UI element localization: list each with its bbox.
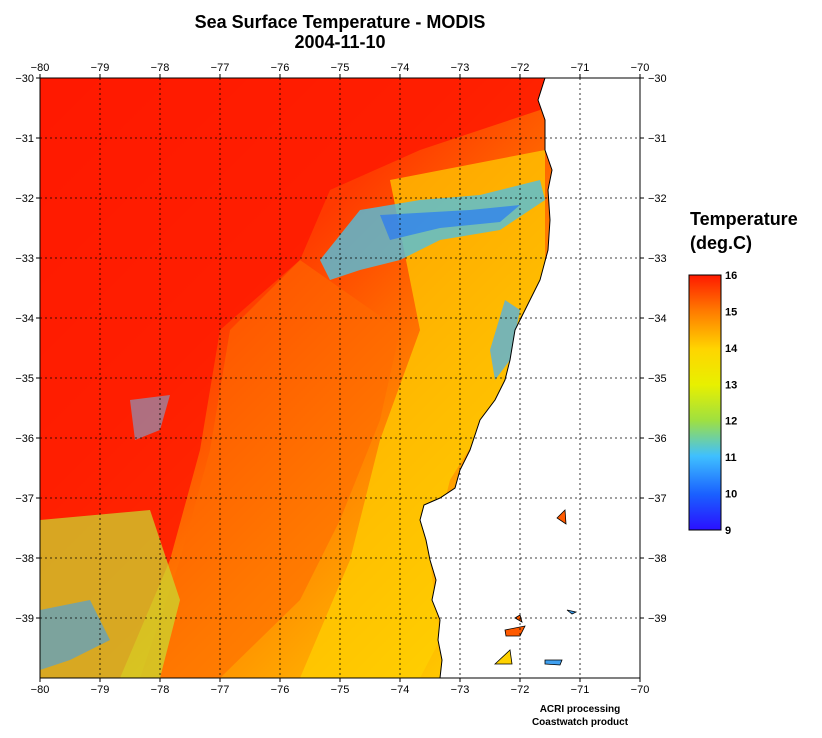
lat-tick-label-right: −30 [648, 73, 667, 85]
lon-tick-label-top: −74 [391, 62, 410, 74]
lon-tick-label-top: −77 [211, 62, 230, 74]
map-date: 2004-11-10 [294, 32, 386, 52]
lat-tick-label-left: −31 [15, 133, 34, 145]
lat-tick-label-right: −34 [648, 313, 667, 325]
credit-processing: ACRI processing [539, 704, 621, 715]
lon-tick-label-bottom: −77 [211, 684, 230, 696]
lat-tick-label-right: −35 [648, 373, 667, 385]
colorbar-label: 16 [725, 270, 737, 282]
legend-title: Temperature [690, 209, 798, 229]
lon-tick-label-top: −75 [331, 62, 350, 74]
lat-tick-label-right: −31 [648, 133, 667, 145]
lon-tick-label-bottom: −75 [331, 684, 350, 696]
lon-tick-label-top: −71 [571, 62, 590, 74]
lat-tick-label-left: −33 [15, 253, 34, 265]
lat-tick-label-left: −32 [15, 193, 34, 205]
lat-tick-label-left: −34 [15, 313, 34, 325]
lon-tick-label-bottom: −73 [451, 684, 470, 696]
colorbar [688, 274, 722, 531]
lat-tick-label-right: −37 [648, 493, 667, 505]
lat-tick-label-left: −35 [15, 373, 34, 385]
colorbar-label: 11 [725, 452, 737, 464]
lon-tick-label-top: −70 [631, 62, 650, 74]
lon-tick-label-top: −72 [511, 62, 530, 74]
colorbar-label: 13 [725, 379, 737, 391]
lat-tick-label-right: −33 [648, 253, 667, 265]
credit-product: Coastwatch product [531, 717, 629, 728]
lat-tick-label-right: −36 [648, 433, 667, 445]
colorbar-label: 15 [725, 306, 737, 318]
lon-tick-label-bottom: −71 [571, 684, 590, 696]
colorbar-label: 14 [725, 343, 738, 355]
lat-tick-label-right: −38 [648, 553, 667, 565]
map-title: Sea Surface Temperature - MODIS [194, 12, 486, 32]
lat-tick-label-left: −39 [15, 613, 34, 625]
legend-unit: (deg.C) [690, 233, 752, 253]
lat-tick-label-left: −37 [15, 493, 34, 505]
lon-tick-label-bottom: −79 [91, 684, 110, 696]
lon-tick-label-top: −80 [31, 62, 50, 74]
colorbar-label: 12 [725, 416, 737, 428]
colorbar-label: 9 [725, 525, 731, 537]
lon-tick-label-top: −78 [151, 62, 170, 74]
lon-tick-label-top: −73 [451, 62, 470, 74]
lon-tick-label-bottom: −70 [631, 684, 650, 696]
lat-lon-grid [40, 78, 640, 678]
lon-tick-label-bottom: −74 [391, 684, 410, 696]
lon-tick-label-bottom: −72 [511, 684, 530, 696]
lat-tick-label-right: −32 [648, 193, 667, 205]
lat-tick-label-right: −39 [648, 613, 667, 625]
lon-tick-label-bottom: −76 [271, 684, 290, 696]
lon-tick-label-bottom: −78 [151, 684, 170, 696]
lat-tick-label-left: −36 [15, 433, 34, 445]
lat-tick-label-left: −38 [15, 553, 34, 565]
colorbar-label: 10 [725, 489, 737, 501]
lat-tick-label-left: −30 [15, 73, 34, 85]
lon-tick-label-top: −76 [271, 62, 290, 74]
lon-tick-label-bottom: −80 [31, 684, 50, 696]
lon-tick-label-top: −79 [91, 62, 110, 74]
